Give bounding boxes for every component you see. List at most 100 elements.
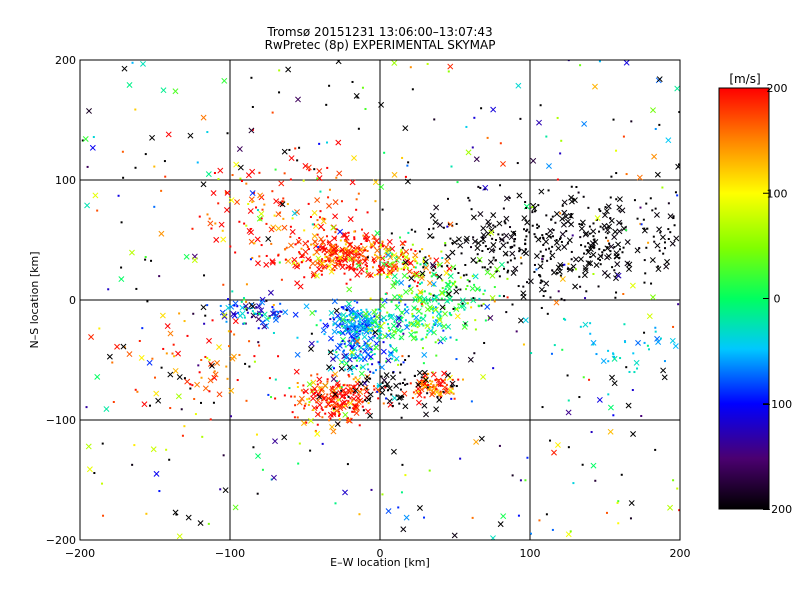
data-point-dot — [442, 329, 445, 332]
data-point-dot — [289, 178, 292, 181]
data-point-dot — [357, 326, 360, 329]
data-point-dot — [453, 280, 456, 283]
data-point-dot — [352, 267, 355, 270]
data-point-dot — [395, 255, 398, 258]
data-point-dot — [419, 263, 422, 266]
data-point-dot — [340, 389, 343, 392]
data-point-dot — [272, 308, 275, 311]
data-point-dot — [248, 340, 251, 343]
data-point-dot — [415, 331, 418, 334]
data-point-cross — [553, 210, 560, 217]
data-point-cross — [500, 242, 507, 249]
data-point-cross — [295, 238, 302, 245]
data-point-dot — [144, 256, 147, 259]
data-point-dot — [255, 206, 258, 209]
data-point-dot — [101, 442, 104, 445]
data-point-dot — [598, 248, 601, 251]
data-point-cross — [431, 296, 438, 303]
data-point-dot — [323, 217, 326, 220]
data-point-cross — [378, 264, 384, 271]
data-point-dot — [178, 312, 181, 315]
data-point-cross — [390, 374, 396, 381]
y-axis-label: N–S location [km] — [28, 251, 41, 348]
data-point-cross — [334, 261, 341, 268]
data-point-cross — [628, 500, 635, 507]
data-point-dot — [459, 288, 462, 291]
data-point-dot — [615, 291, 618, 294]
data-point-dot — [297, 262, 300, 265]
data-point-dot — [361, 322, 364, 325]
data-point-dot — [358, 330, 361, 333]
data-point-dot — [365, 240, 368, 243]
data-point-cross — [615, 272, 622, 279]
data-point-dot — [293, 395, 296, 398]
data-point-dot — [493, 286, 496, 289]
data-point-dot — [370, 348, 373, 351]
data-point-dot — [555, 271, 558, 274]
colorbar-tick-label: −100 — [762, 398, 792, 411]
data-point-dot — [447, 70, 450, 73]
data-point-dot — [360, 248, 363, 251]
data-point-dot — [588, 225, 591, 228]
data-point-dot — [545, 513, 548, 516]
data-point-dot — [620, 222, 623, 225]
data-point-dot — [326, 241, 329, 244]
data-point-dot — [351, 398, 354, 401]
data-point-cross — [636, 174, 643, 181]
data-point-dot — [331, 414, 334, 417]
data-point-dot — [273, 214, 276, 217]
data-point-cross — [426, 280, 433, 286]
data-point-cross — [288, 155, 295, 162]
data-point-dot — [315, 324, 318, 327]
data-point-dot — [274, 378, 277, 381]
data-point-dot — [579, 236, 582, 239]
data-point-cross — [587, 260, 594, 267]
data-point-dot — [492, 224, 495, 227]
data-point-cross — [342, 257, 349, 264]
data-point-dot — [342, 263, 345, 266]
data-point-cross — [402, 289, 409, 295]
data-point-dot — [347, 401, 350, 404]
data-point-dot — [364, 263, 367, 266]
data-point-dot — [309, 258, 312, 261]
data-point-cross — [373, 238, 380, 245]
data-point-dot — [559, 152, 562, 155]
data-point-dot — [255, 313, 258, 316]
data-point-cross — [433, 406, 440, 413]
data-point-dot — [437, 302, 440, 305]
data-point-dot — [444, 288, 447, 291]
data-point-dot — [320, 273, 323, 276]
data-point-dot — [429, 382, 432, 385]
data-point-cross — [445, 253, 452, 260]
data-point-dot — [572, 482, 575, 485]
data-point-dot — [515, 330, 518, 333]
data-point-dot — [643, 227, 646, 230]
data-point-cross — [669, 240, 676, 247]
data-point-cross — [442, 310, 448, 317]
data-point-dot — [415, 338, 418, 341]
data-point-dot — [422, 259, 425, 262]
data-point-cross — [330, 224, 337, 231]
data-point-dot — [352, 262, 355, 265]
data-point-cross — [346, 364, 353, 371]
data-point-dot — [461, 302, 464, 305]
data-point-cross — [159, 312, 166, 319]
data-point-dot — [421, 248, 424, 251]
data-point-dot — [92, 136, 95, 139]
data-point-cross — [158, 230, 165, 237]
data-point-dot — [310, 374, 313, 377]
data-point-dot — [379, 327, 382, 330]
data-point-dot — [422, 261, 425, 264]
data-point-cross — [415, 381, 422, 388]
data-point-dot — [340, 386, 343, 389]
data-point-dot — [444, 242, 447, 245]
data-point-cross — [494, 266, 501, 273]
data-point-dot — [418, 319, 421, 322]
data-point-dot — [422, 257, 425, 260]
data-point-dot — [601, 251, 604, 254]
data-point-dot — [249, 227, 252, 230]
data-point-cross — [348, 265, 355, 272]
data-point-dot — [131, 61, 134, 64]
data-point-dot — [352, 325, 355, 328]
